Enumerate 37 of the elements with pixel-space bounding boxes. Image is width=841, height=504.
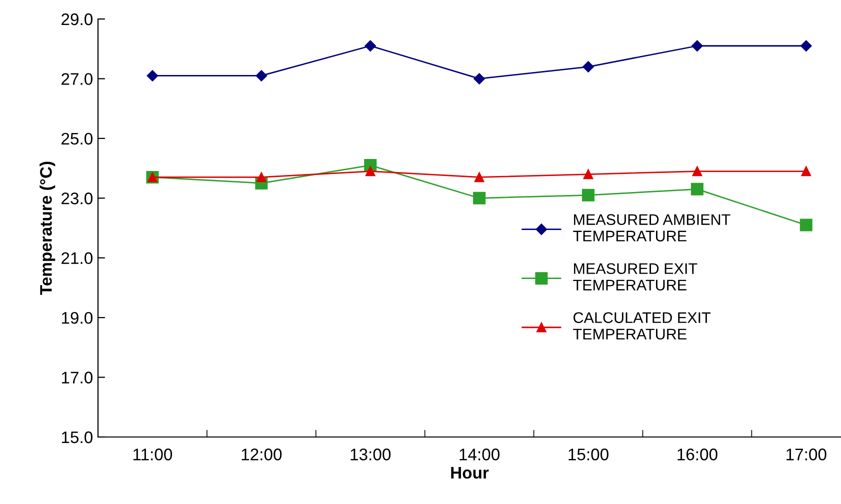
legend-label: MEASURED EXIT TEMPERATURE: [573, 263, 698, 290]
y-tick-label: 23.0: [62, 192, 92, 204]
point: [800, 218, 812, 232]
point: [690, 182, 704, 196]
point: [582, 188, 594, 202]
point: [583, 169, 594, 180]
x-axis-title: Hour: [451, 467, 489, 479]
point: [582, 61, 594, 72]
x-tick-label: 12:00: [242, 448, 282, 460]
y-tick-label: 19.0: [62, 312, 92, 324]
point: [692, 40, 703, 52]
legend-label: CALCULATED EXIT TEMPERATURE: [573, 312, 711, 340]
y-axis-title: Temperature (°C): [40, 162, 56, 295]
point: [256, 70, 268, 82]
point: [801, 166, 811, 176]
y-tick-label: 29.0: [62, 13, 92, 26]
y-tick-label: 25.0: [62, 132, 92, 145]
point: [474, 172, 484, 182]
point: [366, 166, 376, 176]
point: [146, 70, 158, 82]
y-tick-label: 21.0: [62, 252, 92, 264]
point: [473, 192, 486, 204]
point: [256, 172, 266, 182]
x-tick-label: 14:00: [460, 448, 500, 460]
point: [692, 166, 702, 176]
x-tick-label: 17:00: [786, 448, 826, 460]
point: [474, 73, 485, 84]
y-tick-label: 17.0: [62, 372, 92, 384]
y-tick-label: 15.0: [62, 431, 92, 444]
legend-label: MEASURED AMBIENT TEMPERATURE: [573, 214, 730, 242]
x-tick-label: 15:00: [568, 448, 608, 460]
point: [800, 40, 812, 52]
y-tick-label: 27.0: [62, 73, 92, 85]
x-tick-label: 16:00: [678, 448, 718, 460]
point: [364, 40, 376, 52]
x-tick-label: 11:00: [134, 448, 172, 460]
x-tick-label: 13:00: [350, 448, 391, 460]
